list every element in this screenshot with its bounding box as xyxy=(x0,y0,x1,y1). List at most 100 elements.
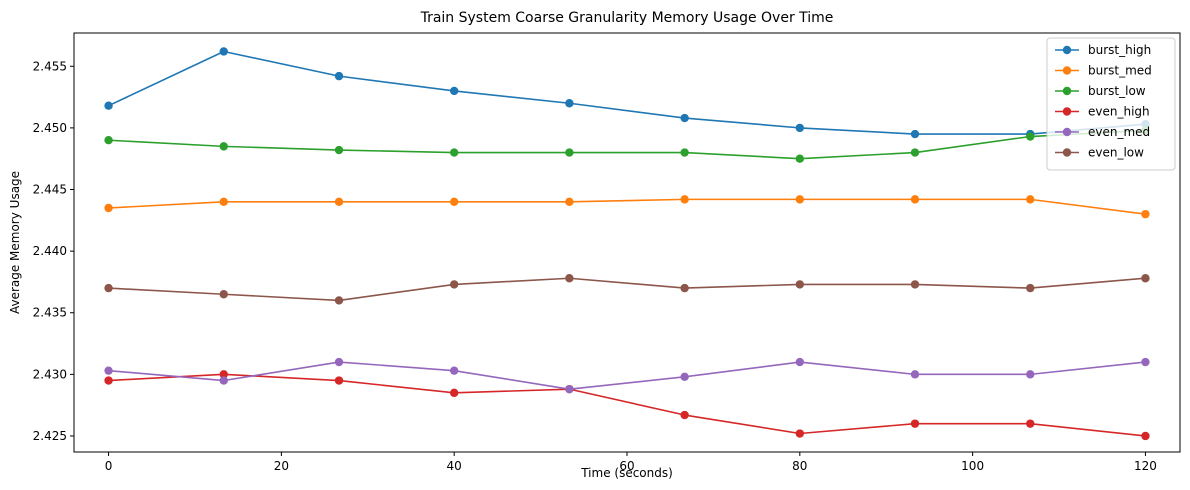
y-tick-label: 2.445 xyxy=(33,183,67,197)
series-line xyxy=(108,129,1146,160)
y-axis-ticks: 2.425 2.430 2.435 2.440 2.445 2.450 2.455 xyxy=(33,59,74,443)
series-line xyxy=(108,198,1146,215)
x-axis-ticks: 0 20 40 60 80 100 120 xyxy=(105,452,1157,473)
data-point xyxy=(910,370,920,379)
series-layer xyxy=(104,47,1150,441)
data-point xyxy=(565,384,574,394)
data-point xyxy=(1026,370,1035,379)
y-tick-label: 2.430 xyxy=(33,367,67,381)
legend-item: burst_low xyxy=(1055,84,1146,98)
data-point xyxy=(1141,431,1150,441)
data-point xyxy=(565,274,574,283)
series-line xyxy=(108,373,1146,437)
x-axis-title: Time (seconds) xyxy=(580,466,673,480)
y-tick-label: 2.455 xyxy=(33,59,67,73)
data-point xyxy=(565,148,574,157)
series-even-low xyxy=(104,274,1150,305)
legend-marker xyxy=(1062,86,1072,96)
plot-area xyxy=(74,33,1180,452)
data-point xyxy=(449,197,459,207)
data-point xyxy=(104,101,113,110)
data-point xyxy=(104,283,113,293)
data-point xyxy=(795,123,805,133)
x-tick-label: 60 xyxy=(619,459,634,473)
data-point xyxy=(449,86,459,96)
data-point xyxy=(680,148,689,157)
legend-item: even_low xyxy=(1055,146,1144,160)
data-point xyxy=(680,410,689,420)
legend-label: even_low xyxy=(1088,146,1144,160)
data-point xyxy=(565,99,574,108)
legend-label: burst_high xyxy=(1088,43,1151,57)
x-tick-label: 80 xyxy=(792,459,807,473)
data-point xyxy=(680,372,689,382)
x-tick-label: 0 xyxy=(105,459,113,473)
series-line xyxy=(108,277,1146,302)
data-point xyxy=(334,376,344,385)
data-point xyxy=(680,195,689,204)
data-point xyxy=(449,366,459,375)
data-point xyxy=(219,142,228,151)
data-point xyxy=(334,296,344,305)
data-point xyxy=(1026,132,1035,141)
data-point xyxy=(1141,357,1150,367)
y-tick-label: 2.450 xyxy=(33,121,67,135)
legend-marker xyxy=(1062,127,1072,137)
legend-label: even_med xyxy=(1088,125,1150,139)
data-point xyxy=(104,376,113,385)
data-point xyxy=(449,148,459,157)
legend-label: burst_low xyxy=(1088,84,1146,98)
data-point xyxy=(219,376,228,385)
data-point xyxy=(795,154,805,163)
data-point xyxy=(104,203,113,213)
data-point xyxy=(680,113,689,123)
data-point xyxy=(680,283,689,293)
legend-marker xyxy=(1062,148,1072,157)
chart-title: Train System Coarse Granularity Memory U… xyxy=(420,10,834,26)
data-point xyxy=(795,280,805,289)
data-point xyxy=(565,197,574,207)
x-tick-label: 20 xyxy=(274,459,289,473)
series-line xyxy=(108,50,1146,135)
data-point xyxy=(219,290,228,299)
legend-label: burst_med xyxy=(1088,64,1152,78)
series-even-med xyxy=(104,357,1150,394)
legend-item: burst_med xyxy=(1055,64,1152,78)
data-point xyxy=(334,71,344,81)
data-point xyxy=(334,197,344,207)
data-point xyxy=(219,370,228,379)
data-point xyxy=(334,145,344,155)
data-point xyxy=(449,388,459,398)
data-point xyxy=(104,136,113,145)
data-point xyxy=(910,195,920,204)
legend-item: even_med xyxy=(1055,125,1150,139)
data-point xyxy=(1026,195,1035,204)
legend: burst_high burst_med burst_low even_higheve… xyxy=(1046,37,1176,171)
data-point xyxy=(795,195,805,204)
data-point xyxy=(219,197,228,207)
data-point xyxy=(910,148,920,157)
data-point xyxy=(219,47,228,56)
data-point xyxy=(910,280,920,289)
x-tick-label: 40 xyxy=(447,459,462,473)
legend-item: burst_high xyxy=(1055,43,1151,57)
legend-item: even_high xyxy=(1055,105,1150,119)
data-point xyxy=(1026,283,1035,293)
data-point xyxy=(1026,419,1035,428)
legend-marker xyxy=(1062,45,1072,55)
data-point xyxy=(910,419,920,428)
data-point xyxy=(334,357,344,367)
y-axis-title: Average Memory Usage xyxy=(8,171,22,314)
data-point xyxy=(1141,274,1150,283)
data-point xyxy=(449,280,459,289)
legend-marker xyxy=(1062,66,1072,75)
legend-label: even_high xyxy=(1088,105,1150,119)
data-point xyxy=(795,357,805,367)
y-tick-label: 2.425 xyxy=(33,429,67,443)
y-tick-label: 2.435 xyxy=(33,306,67,320)
x-tick-label: 100 xyxy=(961,459,984,473)
y-tick-label: 2.440 xyxy=(33,244,67,258)
legend-marker xyxy=(1062,107,1072,116)
x-tick-label: 120 xyxy=(1134,459,1157,473)
